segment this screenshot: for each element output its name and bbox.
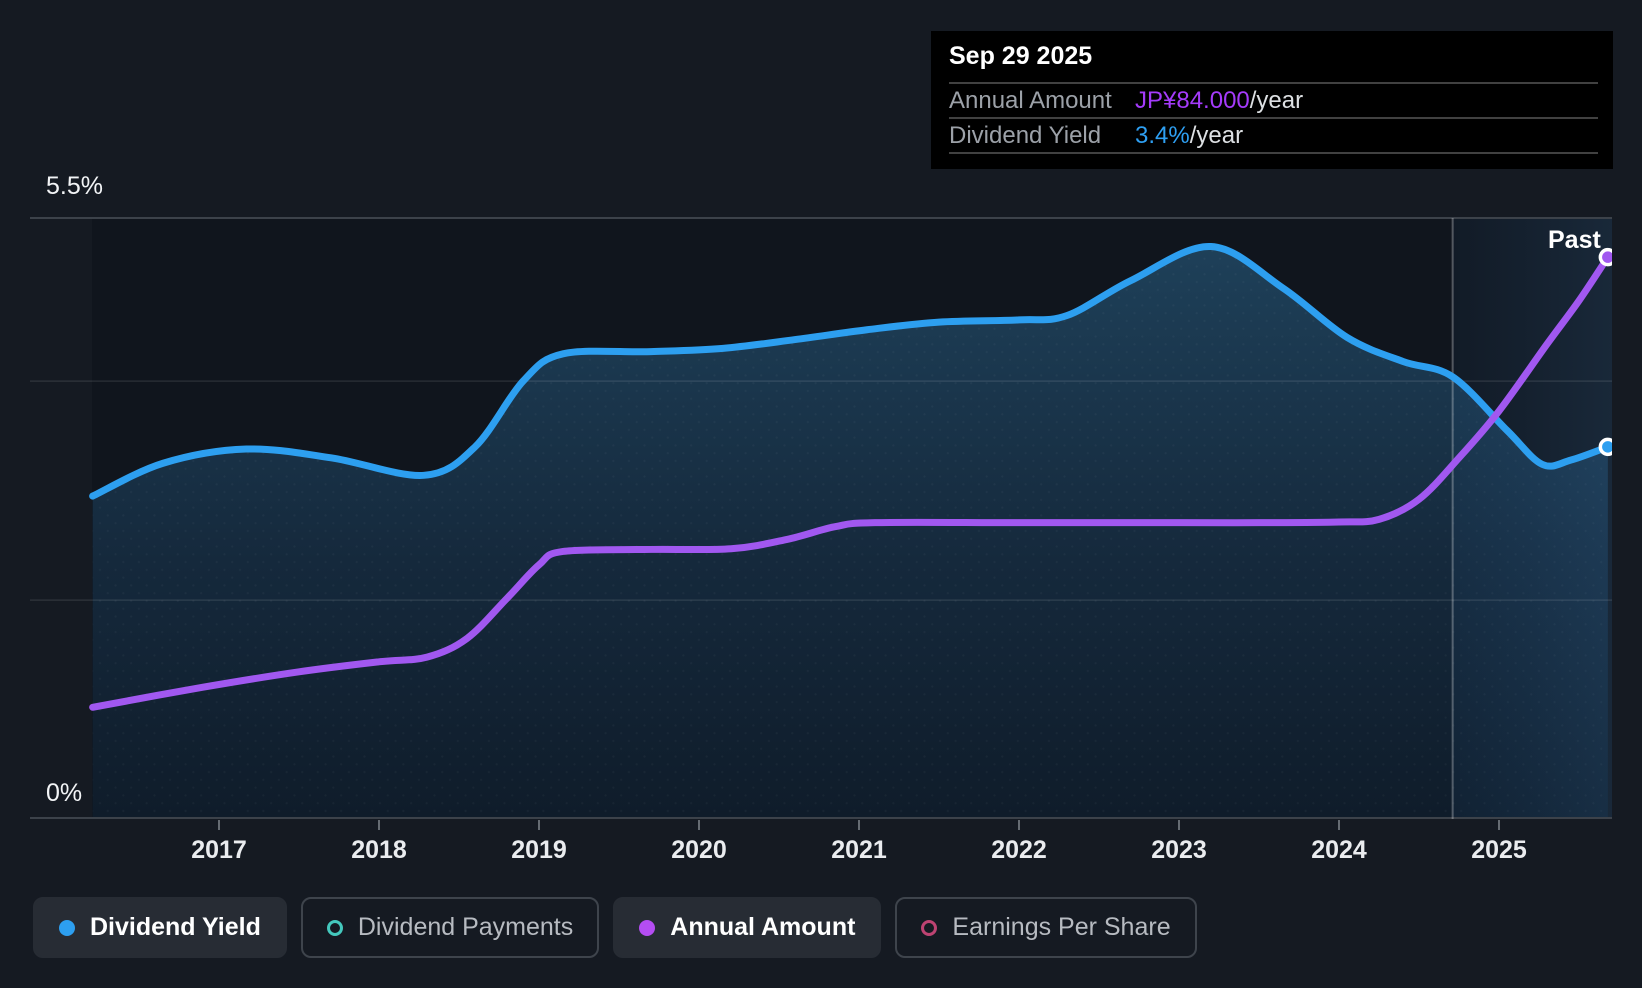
x-label-2021: 2021	[831, 836, 887, 864]
legend-item-label: Earnings Per Share	[952, 913, 1171, 941]
x-label-2025: 2025	[1471, 836, 1527, 864]
x-tick-2021	[858, 820, 861, 830]
legend-item-label: Dividend Payments	[357, 913, 574, 941]
x-label-2020: 2020	[671, 836, 727, 864]
annual-amount-line	[89, 253, 1612, 711]
x-label-2017: 2017	[191, 836, 247, 864]
legend-item-label: Annual Amount	[670, 913, 856, 941]
x-tick-2020	[698, 820, 701, 830]
legend-item-label: Dividend Yield	[90, 913, 261, 941]
past-region-label: Past	[1548, 226, 1601, 254]
past-region-band	[1452, 217, 1612, 819]
dividend-yield-line	[89, 243, 1612, 500]
tooltip-label: Dividend Yield	[949, 121, 1102, 149]
dividend-payments-swatch-icon	[326, 919, 343, 936]
x-tick-2024	[1338, 820, 1341, 830]
legend-item-dividend-yield[interactable]: Dividend Yield	[33, 897, 287, 958]
dividend-yield-swatch-icon	[59, 919, 75, 936]
x-tick-2019	[538, 820, 541, 830]
annual-amount-end-dot	[1598, 247, 1612, 267]
legend-item-annual-amount[interactable]: Annual Amount	[613, 897, 882, 958]
tooltip-value: JP¥84.000	[1135, 86, 1250, 114]
x-tick-2017	[218, 820, 221, 830]
x-tick-2022	[1018, 820, 1021, 830]
tooltip-divider	[949, 117, 1598, 119]
x-tick-2023	[1178, 820, 1181, 830]
x-label-2024: 2024	[1311, 836, 1367, 864]
x-tick-2018	[378, 820, 381, 830]
legend: Dividend Yield Dividend Payments Annual Am…	[33, 897, 1197, 958]
tooltip-row-annual-amount: Annual Amount JP¥84.000 /year	[949, 84, 1598, 117]
x-label-2018: 2018	[351, 836, 407, 864]
tooltip-value: 3.4%	[1135, 121, 1190, 149]
x-label-2019: 2019	[511, 836, 567, 864]
tooltip-divider	[949, 82, 1598, 84]
tooltip-row-dividend-yield: Dividend Yield 3.4% /year	[949, 119, 1598, 152]
tooltip-suffix: /year	[1249, 86, 1304, 114]
dividend-yield-area-texture	[92, 246, 1608, 819]
y-axis-min-label: 0%	[46, 779, 83, 807]
tooltip-label: Annual Amount	[949, 86, 1112, 114]
legend-item-earnings-per-share[interactable]: Earnings Per Share	[895, 897, 1197, 958]
dividend-yield-end-dot	[1598, 437, 1612, 457]
annual-amount-swatch-icon	[639, 919, 656, 936]
y-axis-max-label: 5.5%	[46, 172, 103, 200]
tooltip-suffix: /year	[1189, 121, 1244, 149]
earnings-per-share-swatch-icon	[921, 919, 938, 936]
x-label-2022: 2022	[991, 836, 1047, 864]
chart-plot-area[interactable]	[30, 217, 1612, 820]
tooltip-date: Sep 29 2025	[949, 42, 1093, 70]
chart-tooltip: Sep 29 2025 Annual Amount JP¥84.000 /yea…	[931, 31, 1613, 169]
legend-item-dividend-payments[interactable]: Dividend Payments	[300, 897, 600, 958]
tooltip-divider	[949, 152, 1598, 154]
x-label-2023: 2023	[1151, 836, 1207, 864]
x-tick-2025	[1498, 820, 1501, 830]
